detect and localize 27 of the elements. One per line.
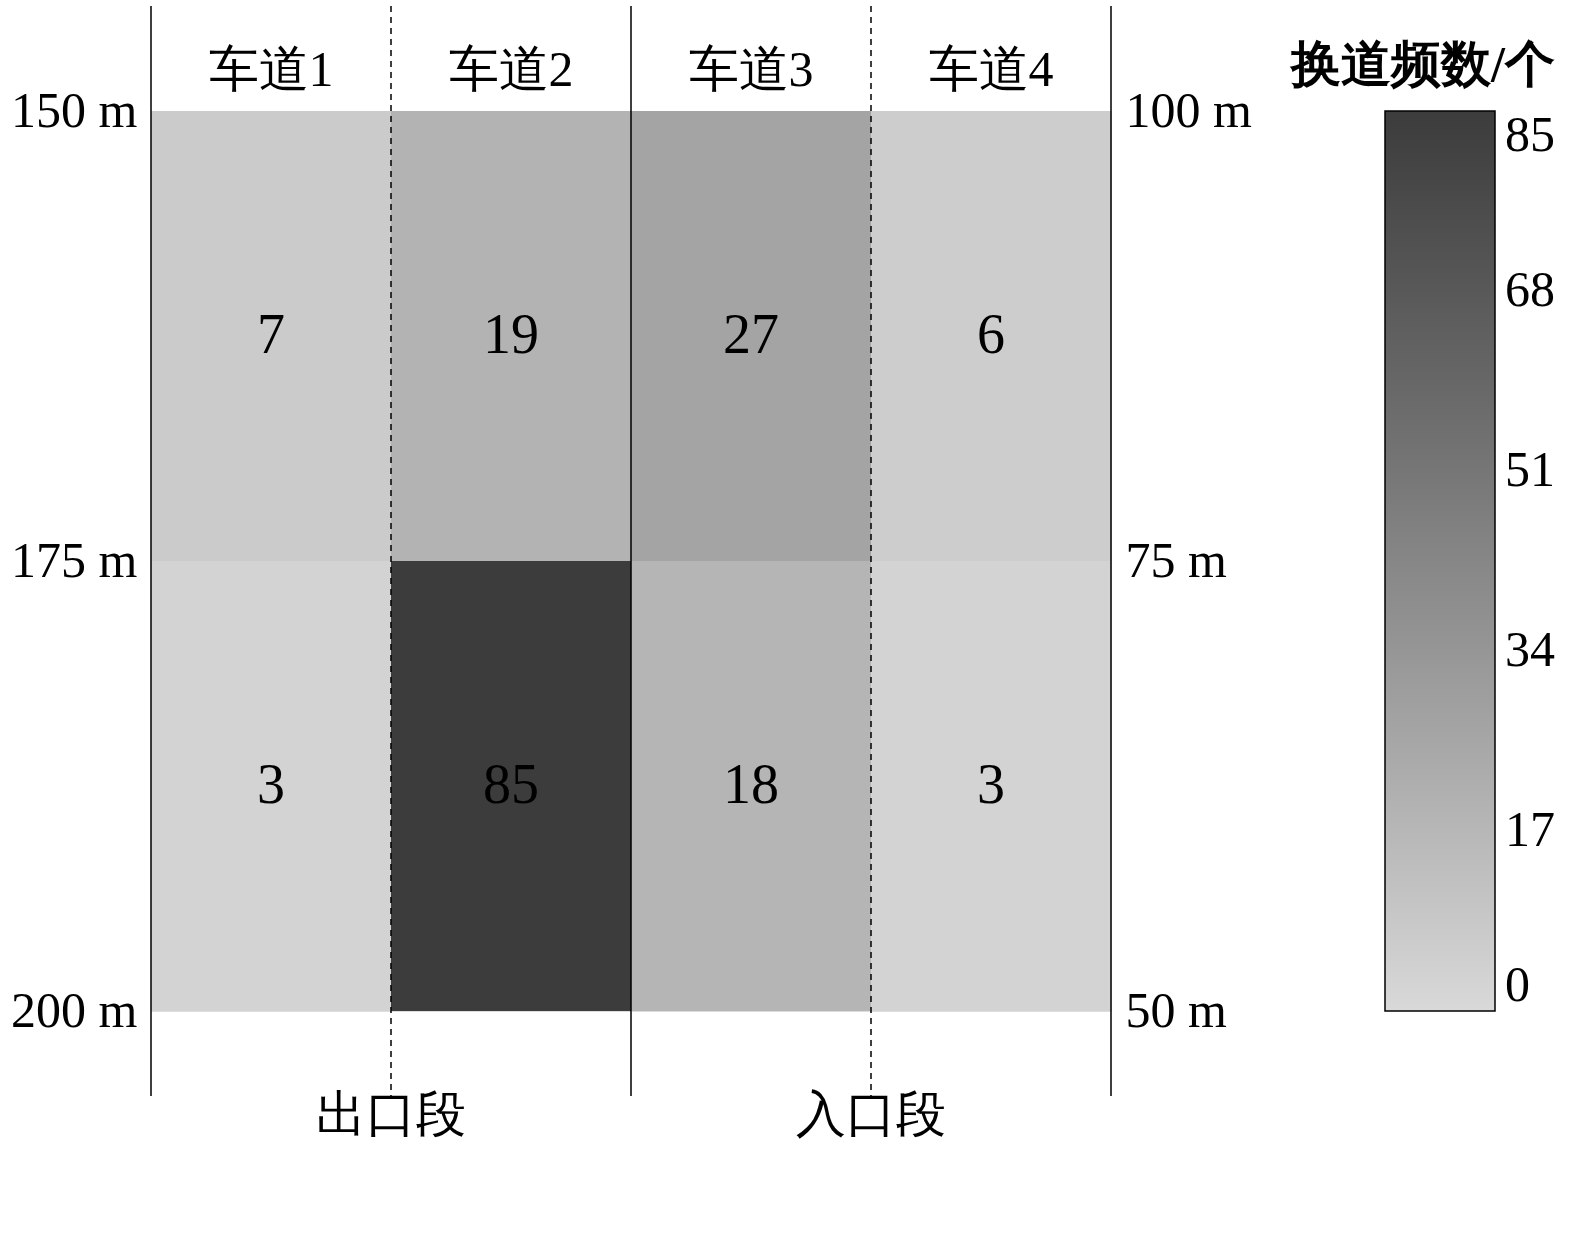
data-label: 27	[723, 303, 779, 365]
y-tick-label: 175 m	[11, 531, 138, 588]
color-bar-label: 85	[1505, 106, 1555, 162]
color-bar-label: 51	[1505, 441, 1555, 497]
data-label: 7	[257, 303, 285, 365]
data-label: 3	[977, 753, 1005, 815]
y-tick-label: 200 m	[11, 981, 138, 1038]
text: 出口段	[316, 1086, 466, 1142]
y2-tick-label: 75 m	[1125, 531, 1227, 588]
data-label: 3	[257, 753, 285, 815]
data-label: 19	[483, 303, 539, 365]
y2-tick-label: 100 m	[1125, 81, 1252, 138]
data-label: 85	[483, 753, 539, 815]
x-tick-label: 车道3	[688, 41, 814, 97]
y-tick-label: 150 m	[11, 81, 138, 138]
x-tick-label: 车道2	[448, 41, 574, 97]
x-tick-label: 车道1	[208, 41, 334, 97]
data-label: 6	[977, 303, 1005, 365]
text: 入口段	[796, 1086, 946, 1142]
color-bar-label: 0	[1505, 956, 1530, 1012]
x-tick-label: 车道4	[928, 41, 1054, 97]
y2-tick-label: 50 m	[1125, 981, 1227, 1038]
color-bar-title: 换道频数/个	[1289, 36, 1555, 92]
data-label: 18	[723, 753, 779, 815]
color-bar-label: 68	[1505, 261, 1555, 317]
color-bar-label: 34	[1505, 621, 1555, 677]
color-bar-label: 17	[1505, 801, 1555, 857]
